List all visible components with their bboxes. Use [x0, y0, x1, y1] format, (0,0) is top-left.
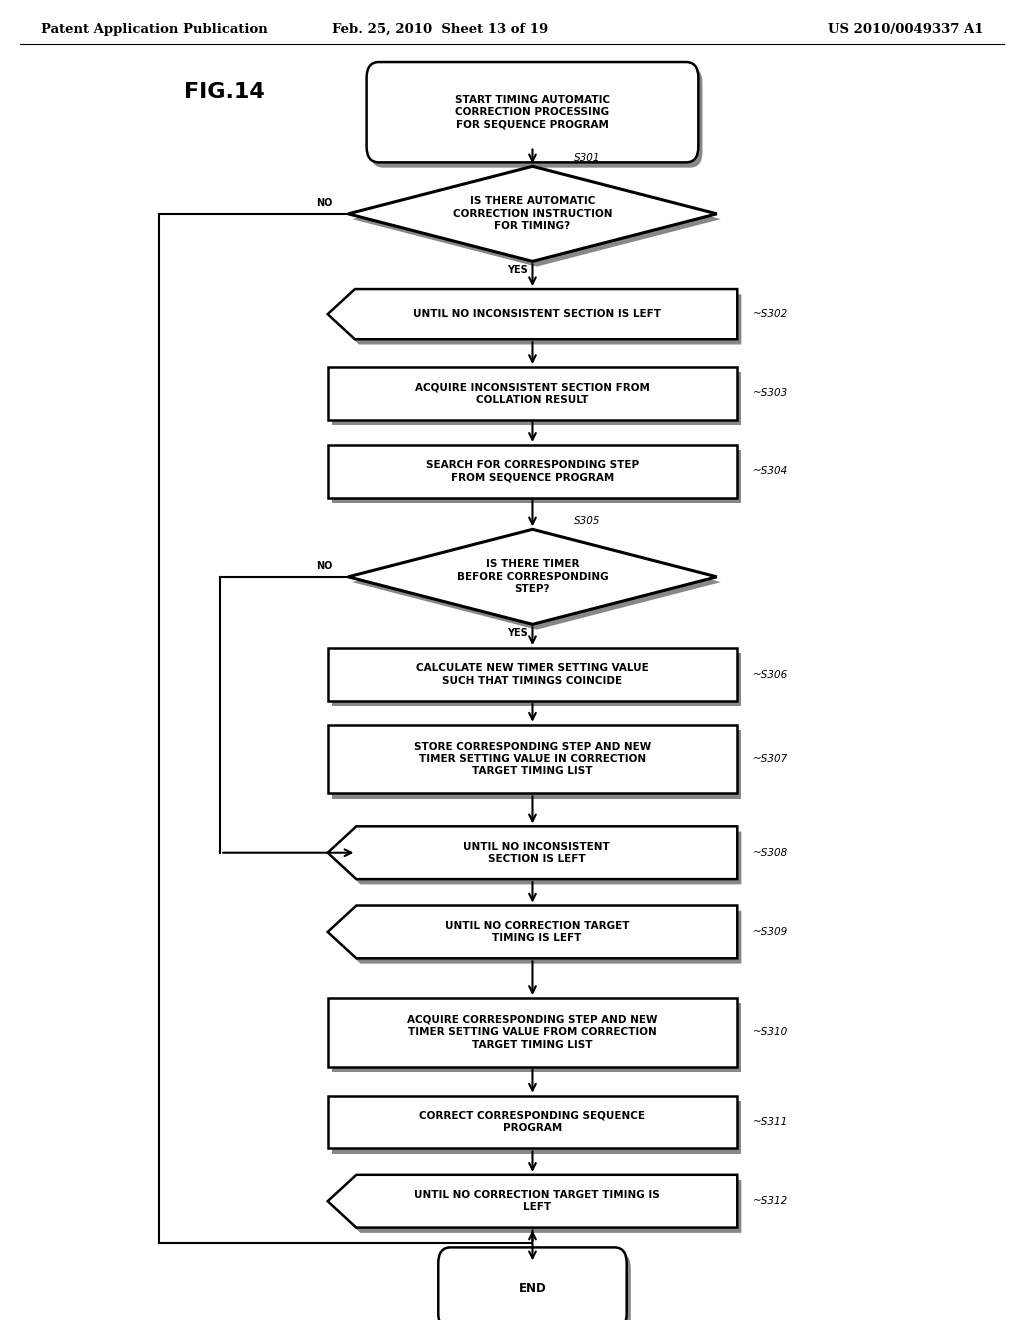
Bar — [328, 648, 737, 701]
Text: STORE CORRESPONDING STEP AND NEW
TIMER SETTING VALUE IN CORRECTION
TARGET TIMING: STORE CORRESPONDING STEP AND NEW TIMER S… — [414, 742, 651, 776]
Text: CORRECT CORRESPONDING SEQUENCE
PROGRAM: CORRECT CORRESPONDING SEQUENCE PROGRAM — [420, 1111, 645, 1133]
Text: UNTIL NO CORRECTION TARGET
TIMING IS LEFT: UNTIL NO CORRECTION TARGET TIMING IS LEF… — [444, 921, 629, 942]
Bar — [328, 445, 737, 498]
Bar — [332, 450, 741, 503]
Text: ~S306: ~S306 — [753, 669, 787, 680]
Text: Feb. 25, 2010  Sheet 13 of 19: Feb. 25, 2010 Sheet 13 of 19 — [332, 22, 549, 36]
Text: ~S302: ~S302 — [753, 309, 787, 319]
Text: ~S311: ~S311 — [753, 1117, 787, 1127]
Bar — [332, 1003, 741, 1072]
Polygon shape — [328, 826, 737, 879]
Polygon shape — [332, 832, 741, 884]
Text: IS THERE TIMER
BEFORE CORRESPONDING
STEP?: IS THERE TIMER BEFORE CORRESPONDING STEP… — [457, 560, 608, 594]
Bar — [328, 1096, 737, 1148]
FancyBboxPatch shape — [442, 1253, 631, 1320]
Bar — [328, 998, 737, 1067]
Polygon shape — [328, 906, 737, 958]
Text: END: END — [518, 1282, 547, 1295]
Polygon shape — [352, 172, 721, 267]
Text: NO: NO — [316, 198, 333, 209]
Text: ACQUIRE CORRESPONDING STEP AND NEW
TIMER SETTING VALUE FROM CORRECTION
TARGET TI: ACQUIRE CORRESPONDING STEP AND NEW TIMER… — [408, 1015, 657, 1049]
Text: YES: YES — [507, 265, 527, 276]
Text: US 2010/0049337 A1: US 2010/0049337 A1 — [827, 22, 983, 36]
Bar — [328, 367, 737, 420]
Text: FIG.14: FIG.14 — [184, 82, 265, 103]
Bar — [332, 372, 741, 425]
Polygon shape — [332, 911, 741, 964]
Text: ~S307: ~S307 — [753, 754, 787, 764]
Text: Patent Application Publication: Patent Application Publication — [41, 22, 267, 36]
Text: ACQUIRE INCONSISTENT SECTION FROM
COLLATION RESULT: ACQUIRE INCONSISTENT SECTION FROM COLLAT… — [415, 383, 650, 404]
Text: YES: YES — [507, 628, 527, 639]
Text: S305: S305 — [573, 516, 600, 527]
FancyBboxPatch shape — [371, 67, 702, 168]
Text: ~S312: ~S312 — [753, 1196, 787, 1206]
Bar — [332, 730, 741, 799]
Text: SEARCH FOR CORRESPONDING STEP
FROM SEQUENCE PROGRAM: SEARCH FOR CORRESPONDING STEP FROM SEQUE… — [426, 461, 639, 482]
Bar — [328, 725, 737, 793]
Text: UNTIL NO INCONSISTENT SECTION IS LEFT: UNTIL NO INCONSISTENT SECTION IS LEFT — [413, 309, 660, 319]
FancyBboxPatch shape — [367, 62, 698, 162]
Text: S301: S301 — [573, 153, 600, 164]
Polygon shape — [328, 1175, 737, 1228]
Text: ~S310: ~S310 — [753, 1027, 787, 1038]
Text: CALCULATE NEW TIMER SETTING VALUE
SUCH THAT TIMINGS COINCIDE: CALCULATE NEW TIMER SETTING VALUE SUCH T… — [416, 664, 649, 685]
Polygon shape — [332, 1180, 741, 1233]
Polygon shape — [348, 166, 717, 261]
Text: NO: NO — [316, 561, 333, 572]
Text: ~S304: ~S304 — [753, 466, 787, 477]
FancyBboxPatch shape — [438, 1247, 627, 1320]
Text: UNTIL NO CORRECTION TARGET TIMING IS
LEFT: UNTIL NO CORRECTION TARGET TIMING IS LEF… — [414, 1191, 659, 1212]
Bar — [332, 1101, 741, 1154]
Text: START TIMING AUTOMATIC
CORRECTION PROCESSING
FOR SEQUENCE PROGRAM: START TIMING AUTOMATIC CORRECTION PROCES… — [455, 95, 610, 129]
Text: ~S308: ~S308 — [753, 847, 787, 858]
Polygon shape — [348, 529, 717, 624]
Text: IS THERE AUTOMATIC
CORRECTION INSTRUCTION
FOR TIMING?: IS THERE AUTOMATIC CORRECTION INSTRUCTIO… — [453, 197, 612, 231]
Text: ~S303: ~S303 — [753, 388, 787, 399]
Polygon shape — [332, 294, 741, 345]
Text: ~S309: ~S309 — [753, 927, 787, 937]
Bar — [332, 653, 741, 706]
Polygon shape — [352, 535, 721, 630]
Text: UNTIL NO INCONSISTENT
SECTION IS LEFT: UNTIL NO INCONSISTENT SECTION IS LEFT — [464, 842, 610, 863]
Polygon shape — [328, 289, 737, 339]
